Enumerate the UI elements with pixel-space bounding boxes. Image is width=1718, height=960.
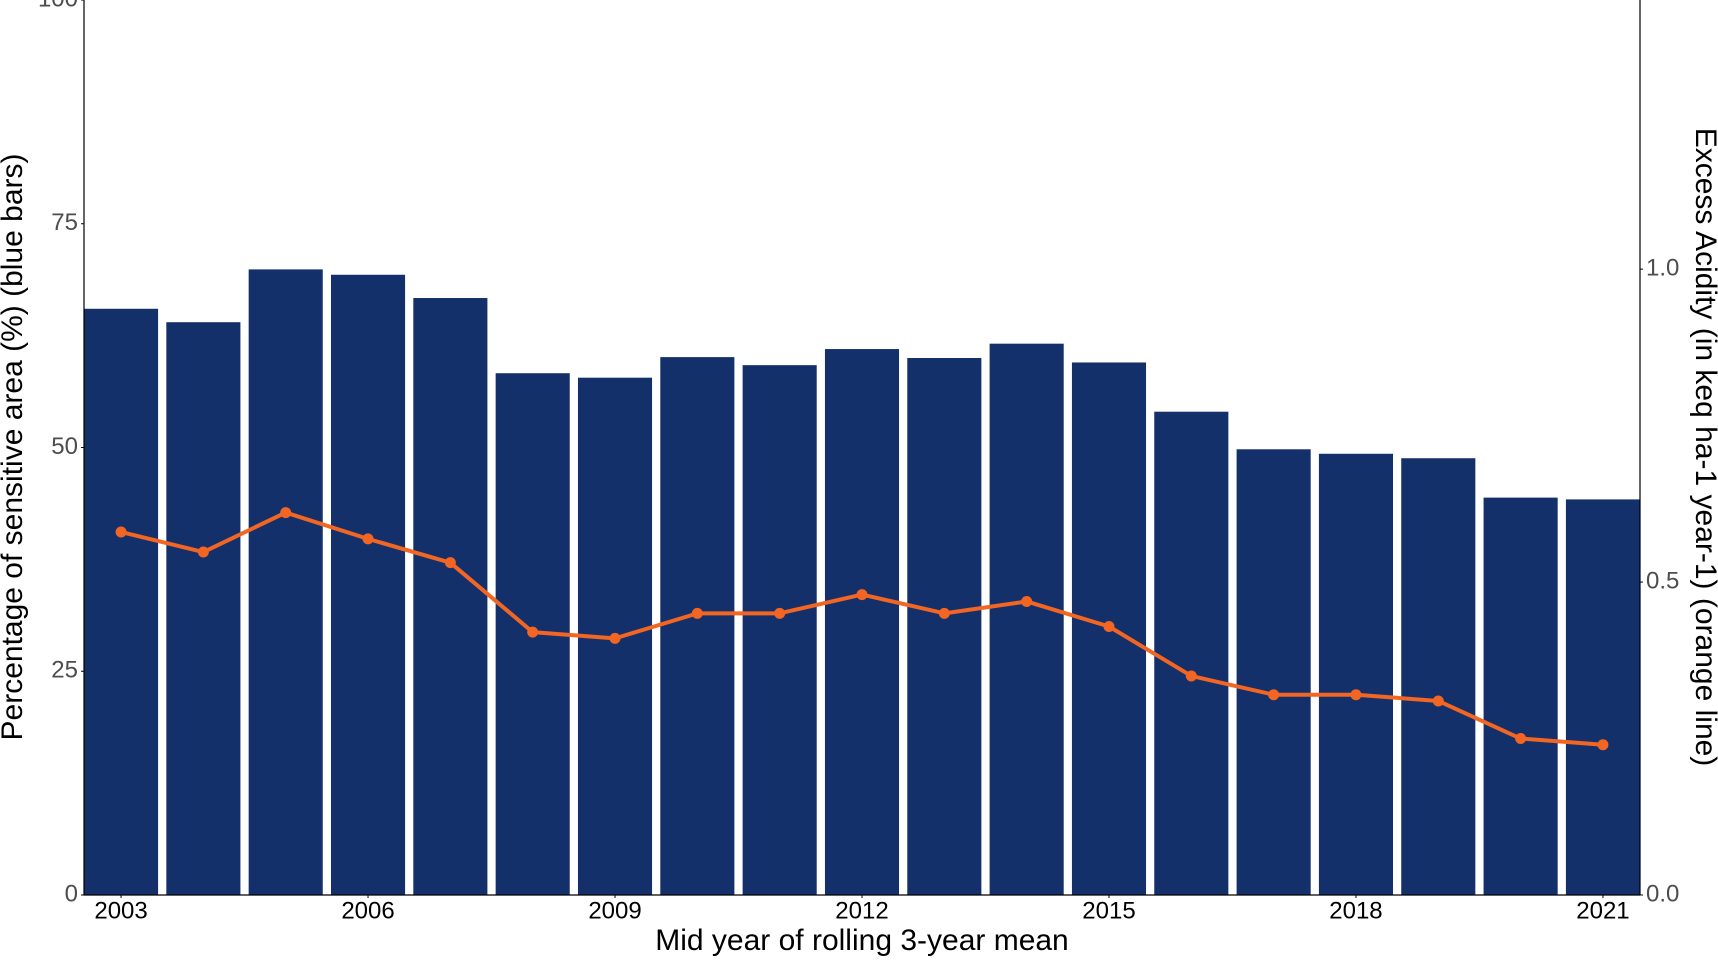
y-tick-label: 75 bbox=[51, 209, 78, 236]
y-axis-title: Percentage of sensitive area (%) (blue b… bbox=[0, 154, 29, 741]
bar bbox=[824, 349, 900, 895]
point bbox=[444, 557, 456, 569]
point bbox=[362, 533, 374, 545]
y2-tick-label: 0.0 bbox=[1646, 880, 1679, 907]
bar bbox=[330, 274, 406, 895]
bar bbox=[742, 365, 817, 895]
point bbox=[1021, 595, 1033, 607]
point bbox=[1185, 670, 1197, 682]
point bbox=[1103, 621, 1115, 632]
y-tick-label: 0 bbox=[65, 880, 78, 907]
bar bbox=[660, 357, 735, 896]
y-tick-label: 25 bbox=[51, 657, 78, 684]
y2-tick-label: 0.5 bbox=[1646, 567, 1679, 594]
point bbox=[115, 526, 127, 538]
bar bbox=[1483, 497, 1558, 895]
bar bbox=[1236, 449, 1311, 895]
x-tick-label: 2015 bbox=[1082, 897, 1135, 924]
point bbox=[856, 589, 868, 601]
y-tick-label: 50 bbox=[51, 433, 78, 460]
x-tick-label: 2012 bbox=[835, 897, 888, 924]
bar bbox=[84, 308, 159, 895]
point bbox=[691, 607, 703, 619]
point bbox=[1515, 733, 1527, 745]
bar bbox=[1154, 411, 1229, 895]
bar bbox=[413, 298, 488, 895]
bar bbox=[989, 343, 1064, 895]
point bbox=[609, 632, 621, 644]
point bbox=[1268, 689, 1280, 701]
point bbox=[1597, 739, 1609, 751]
bar bbox=[1401, 458, 1476, 895]
x-tick-label: 2006 bbox=[341, 897, 394, 924]
y2-axis-title: Excess Acidity (in keq ha-1 year-1) (ora… bbox=[1689, 128, 1718, 767]
point bbox=[280, 507, 292, 519]
point bbox=[197, 546, 209, 558]
x-tick-label: 2009 bbox=[588, 897, 641, 924]
y2-tick-label: 1.0 bbox=[1646, 254, 1679, 281]
point bbox=[938, 607, 950, 619]
bar bbox=[1565, 499, 1640, 895]
bar bbox=[907, 358, 982, 895]
x-tick-label: 2003 bbox=[94, 897, 147, 924]
x-tick-label: 2021 bbox=[1576, 897, 1629, 924]
point bbox=[1432, 695, 1444, 707]
y-tick-label: 100 bbox=[38, 0, 78, 12]
bar bbox=[166, 322, 241, 895]
point bbox=[527, 626, 539, 638]
x-tick-label: 2018 bbox=[1329, 897, 1382, 924]
bar bbox=[1318, 453, 1394, 895]
point bbox=[1350, 689, 1362, 701]
bar bbox=[248, 269, 323, 895]
x-axis-title: Mid year of rolling 3-year mean bbox=[655, 924, 1069, 957]
point bbox=[774, 607, 786, 619]
